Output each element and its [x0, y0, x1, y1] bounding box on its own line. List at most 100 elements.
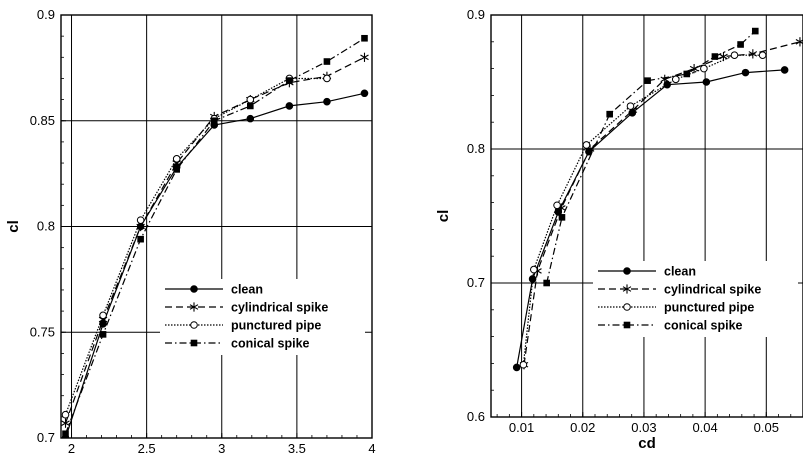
data-point	[61, 418, 70, 428]
data-point	[99, 311, 107, 320]
data-point	[626, 102, 635, 110]
data-point	[711, 53, 719, 60]
series-punctured-pipe	[519, 51, 767, 369]
data-point	[323, 58, 331, 65]
legend-label: cylindrical spike	[664, 283, 761, 297]
series-conical-spike	[62, 34, 368, 438]
series-line	[522, 54, 763, 365]
x-tick-label: 2.5	[138, 441, 156, 454]
legend-item: conical spike	[598, 319, 743, 333]
x-tick-label: 4	[368, 441, 375, 454]
x-tick-label: 0.03	[631, 420, 656, 435]
data-point	[360, 89, 369, 98]
legend-label: punctured pipe	[664, 301, 754, 315]
legend-marker	[190, 339, 198, 347]
data-point	[528, 275, 537, 283]
y-tick-label: 0.7	[467, 275, 485, 290]
legend-item: clean	[165, 283, 263, 297]
x-tick-label: 0.01	[509, 420, 534, 435]
chart-panel-2: 0.01 0.02 0.03 0.04 0.05 0.6 0.7 0.8 0.9 cd cl clea…	[435, 7, 803, 452]
data-point	[172, 155, 181, 163]
series-line	[64, 56, 365, 424]
data-point	[286, 77, 293, 84]
series-punctured-pipe	[61, 74, 331, 419]
data-point	[795, 37, 803, 47]
data-point	[730, 51, 739, 60]
legend-marker	[623, 321, 631, 329]
legend-marker	[623, 267, 631, 275]
series-line	[546, 30, 756, 284]
data-point	[543, 279, 550, 287]
x-axis-label: cd	[638, 435, 656, 452]
series-clean	[61, 89, 369, 438]
data-point	[663, 80, 671, 89]
data-point	[689, 63, 699, 74]
grid-lines	[491, 14, 803, 418]
legend-item: conical spike	[165, 337, 310, 351]
series-line	[64, 92, 365, 438]
x-tick-label: 2	[68, 441, 75, 454]
y-tick-label: 0.9	[37, 7, 55, 22]
data-point	[530, 265, 538, 274]
data-point	[246, 95, 255, 104]
legend-item: punctured pipe	[598, 301, 754, 315]
legend-marker	[190, 285, 198, 293]
data-point	[553, 201, 561, 210]
data-point	[671, 75, 680, 84]
data-point	[582, 141, 591, 149]
data-point	[99, 331, 107, 338]
data-point	[644, 77, 651, 84]
data-point	[519, 360, 528, 369]
data-point	[780, 66, 789, 74]
data-point	[62, 430, 69, 438]
y-tick-label: 0.85	[30, 113, 55, 128]
legend-marker	[622, 284, 632, 294]
x-tick-label: 3.5	[288, 441, 306, 454]
legend-label: clean	[664, 265, 696, 279]
series-conical-spike	[543, 27, 759, 287]
legend-item: punctured pipe	[165, 319, 321, 333]
y-tick-label: 0.8	[37, 219, 55, 234]
plot-area	[61, 34, 369, 438]
x-tick-label: 0.05	[754, 420, 779, 435]
y-tick-label: 0.8	[467, 141, 485, 156]
data-point	[360, 52, 369, 62]
x-tick-label: 0.02	[570, 420, 595, 435]
x-tick-label: 0.04	[692, 420, 717, 435]
y-tick-label: 0.9	[467, 7, 485, 22]
legend-label: clean	[231, 283, 263, 297]
data-point	[558, 214, 566, 221]
legend-label: punctured pipe	[231, 319, 321, 333]
legend-item: cylindrical spike	[598, 283, 761, 297]
y-axis-label: cl	[435, 210, 452, 223]
series-line	[64, 37, 365, 435]
y-tick-label: 0.7	[37, 430, 55, 445]
plot-frame	[60, 14, 373, 439]
y-axis-label: cl	[5, 220, 22, 233]
legend-marker	[190, 321, 198, 329]
legend-item: clean	[598, 265, 696, 279]
legend-label: conical spike	[231, 337, 310, 351]
data-point	[285, 102, 294, 110]
x-tick-label: 3	[218, 441, 225, 454]
data-point	[606, 110, 613, 118]
data-point	[210, 117, 218, 125]
legend: clean cylindrical spike punctured pipe coni…	[160, 279, 365, 355]
legend: clean cylindrical spike punctured pipe coni…	[593, 261, 798, 337]
data-point	[61, 410, 70, 419]
data-point	[751, 27, 759, 35]
data-point	[247, 102, 254, 110]
data-point	[512, 363, 521, 372]
data-point	[136, 216, 145, 224]
data-point	[700, 64, 708, 73]
data-point	[361, 34, 368, 42]
series-line	[64, 77, 327, 415]
chart-panel-1: 22.533.540.70.750.80.850.9α [°]clcleancy…	[5, 7, 376, 459]
legend-item: cylindrical spike	[165, 301, 328, 315]
data-point	[246, 114, 255, 123]
data-point	[323, 97, 331, 106]
data-point	[758, 51, 767, 60]
data-point	[702, 78, 711, 86]
